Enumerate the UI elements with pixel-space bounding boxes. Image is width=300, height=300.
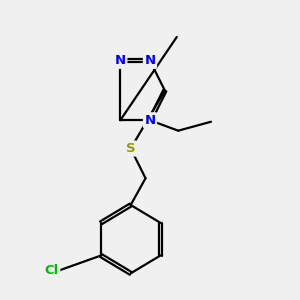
Text: N: N: [144, 114, 156, 127]
Text: S: S: [126, 142, 136, 155]
Text: N: N: [115, 54, 126, 67]
Text: Cl: Cl: [45, 264, 59, 277]
Text: N: N: [144, 54, 156, 67]
